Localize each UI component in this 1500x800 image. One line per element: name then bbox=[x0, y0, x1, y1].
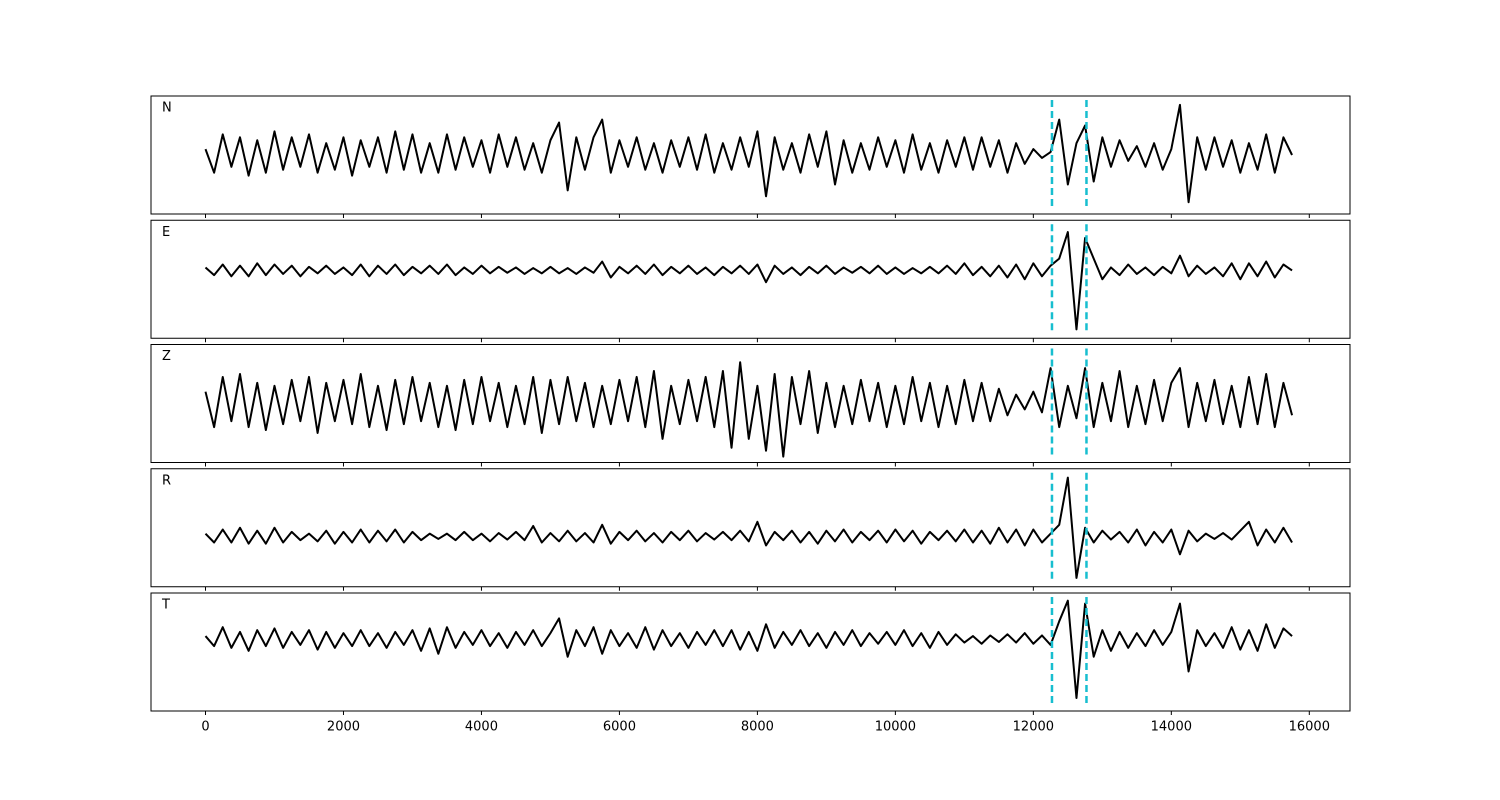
panel-label: E bbox=[162, 225, 170, 240]
panel-label: N bbox=[162, 101, 172, 116]
x-tick-label: 0 bbox=[201, 720, 209, 735]
panel-label: R bbox=[162, 473, 171, 488]
x-tick-label: 6000 bbox=[603, 720, 636, 735]
x-tick-label: 2000 bbox=[327, 720, 360, 735]
x-tick-label: 10000 bbox=[875, 720, 916, 735]
x-tick-label: 14000 bbox=[1151, 720, 1192, 735]
panel-frame bbox=[150, 592, 1351, 712]
trace bbox=[204, 361, 1294, 458]
trace bbox=[204, 103, 1293, 204]
panel-label: Z bbox=[162, 349, 171, 364]
panel-frame bbox=[150, 219, 1351, 339]
trace bbox=[204, 231, 1293, 331]
panel-frame bbox=[150, 344, 1351, 463]
x-tick-label: 12000 bbox=[1013, 720, 1054, 735]
trace bbox=[204, 599, 1293, 700]
x-tick-label: 16000 bbox=[1289, 720, 1330, 735]
panel-label: T bbox=[161, 598, 170, 613]
trace bbox=[204, 476, 1293, 579]
panel-frame bbox=[150, 95, 1351, 215]
x-tick-label: 4000 bbox=[465, 720, 498, 735]
panel-frame bbox=[150, 468, 1351, 588]
x-tick-label: 8000 bbox=[741, 720, 774, 735]
